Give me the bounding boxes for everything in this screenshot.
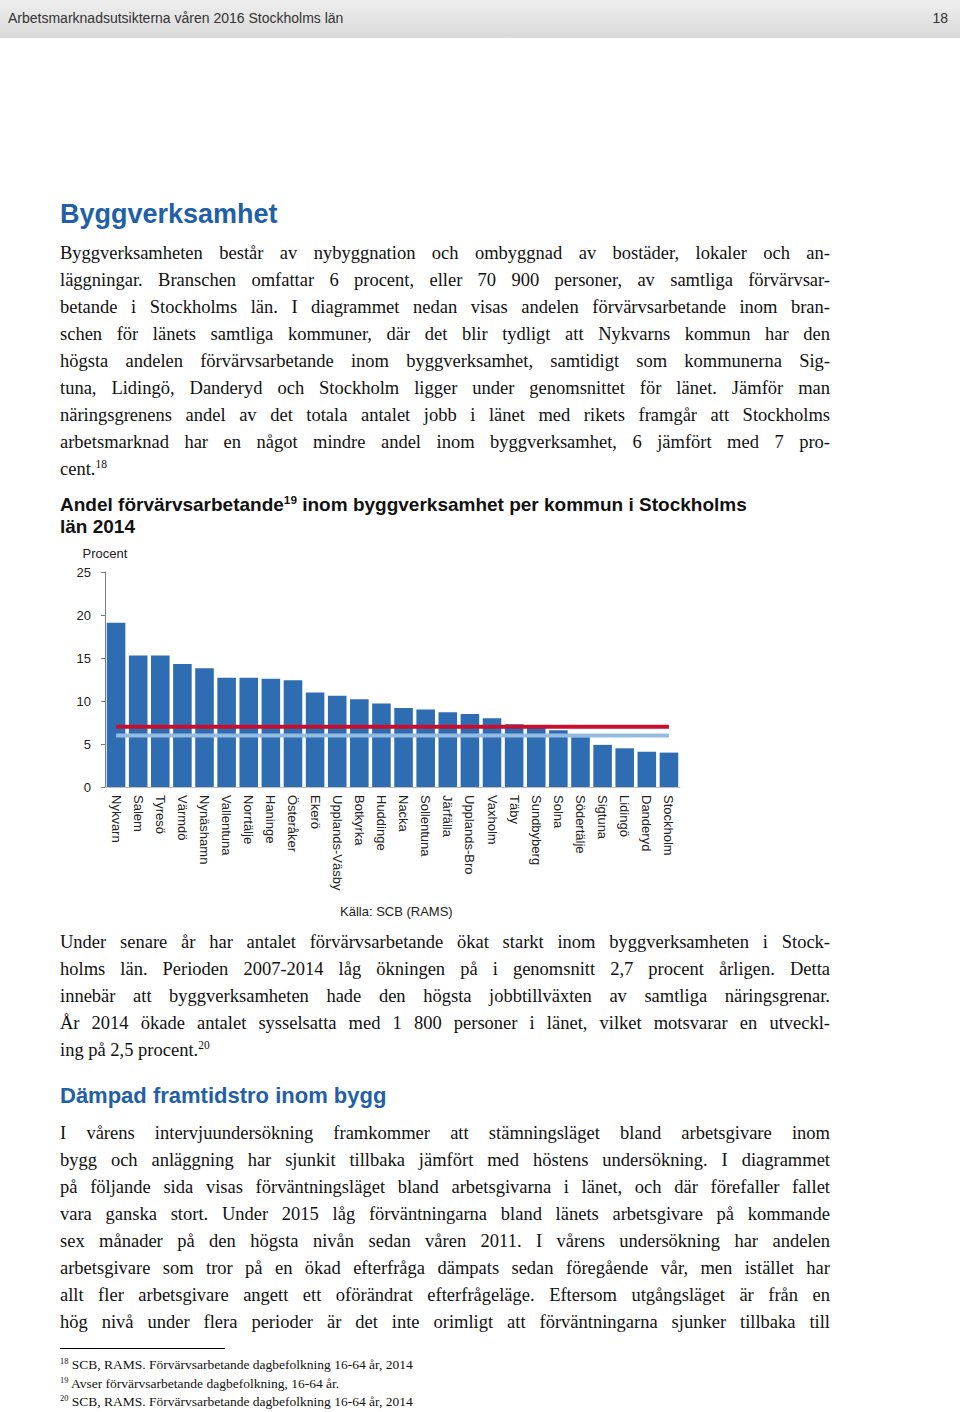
svg-text:Sollentuna: Sollentuna <box>418 795 433 857</box>
svg-text:0: 0 <box>84 780 91 795</box>
svg-text:Österåker: Österåker <box>285 795 300 853</box>
svg-text:Procent: Procent <box>83 546 128 561</box>
svg-text:Täby: Täby <box>507 795 522 824</box>
html-text:innebär att byggverksamheten h: innebär att byggverksamheten hade den hö… <box>60 986 830 1006</box>
svg-text:20: 20 <box>77 608 91 623</box>
html-text:Byggverksamhet: Byggverksamhet <box>60 199 278 229</box>
html-text:I vårens intervjuundersökning: I vårens intervjuundersökning framkommer… <box>60 1123 830 1143</box>
html-text:vara ganska stort. Under 2015: vara ganska stort. Under 2015 låg förvän… <box>60 1204 830 1224</box>
html-text:År 2014 ökade antalet sysselsa: År 2014 ökade antalet sysselsatta med 1 … <box>60 1013 830 1033</box>
svg-text:Norrtälje: Norrtälje <box>241 795 256 844</box>
svg-text:Nynäshamn: Nynäshamn <box>197 795 212 864</box>
svg-text:Upplands-Väsby: Upplands-Väsby <box>330 795 345 891</box>
html-text:allt fler arbetsgivare angett: allt fler arbetsgivare angett ett oförän… <box>60 1285 830 1305</box>
html-text:20SCB, RAMS. Förvärvsarbetande: 20SCB, RAMS. Förvärvsarbetande dagbefolk… <box>60 1393 413 1409</box>
svg-text:10: 10 <box>77 694 91 709</box>
svg-text:Vaxholm: Vaxholm <box>485 795 500 845</box>
svg-text:Vallentuna: Vallentuna <box>219 795 234 856</box>
html-text:hög nivå under flera perioder: hög nivå under flera perioder är det int… <box>60 1312 830 1332</box>
svg-text:Upplands-Bro: Upplands-Bro <box>462 795 477 875</box>
svg-text:Nacka: Nacka <box>396 795 411 833</box>
html-text:Källa: SCB (RAMS): Källa: SCB (RAMS) <box>340 904 453 919</box>
svg-text:15: 15 <box>77 651 91 666</box>
svg-text:25: 25 <box>77 565 91 580</box>
html-text:18: 18 <box>932 10 948 26</box>
svg-text:Sigtuna: Sigtuna <box>595 795 610 840</box>
svg-text:Stockholm: Stockholm <box>661 795 676 856</box>
svg-text:Södertälje: Södertälje <box>573 795 588 854</box>
html-text:Byggverksamheten består av nyb: Byggverksamheten består av nybyggnation … <box>60 243 830 263</box>
svg-text:Solna: Solna <box>551 795 566 829</box>
svg-text:Ekerö: Ekerö <box>308 795 323 829</box>
svg-text:Danderyd: Danderyd <box>639 795 654 851</box>
html-text:19Avser förvärvsarbetande dagb: 19Avser förvärvsarbetande dagbefolkning,… <box>60 1375 340 1391</box>
svg-text:Botkyrka: Botkyrka <box>352 795 367 846</box>
svg-text:Huddinge: Huddinge <box>374 795 389 851</box>
html-text:cent.18: cent.18 <box>60 457 107 479</box>
svg-text:5: 5 <box>84 737 91 752</box>
html-text:arbetsgivare som tror på en ök: arbetsgivare som tror på en ökad efterfr… <box>60 1258 830 1278</box>
html-text:Arbetsmarknadsutsikterna våren: Arbetsmarknadsutsikterna våren 2016 Stoc… <box>8 10 344 26</box>
html-text:läggningar. Branschen omfattar: läggningar. Branschen omfattar 6 procent… <box>60 270 830 290</box>
svg-text:Salem: Salem <box>131 795 146 832</box>
html-text:högsta andelen förvärvsarbetan: högsta andelen förvärvsarbetande inom by… <box>60 351 830 371</box>
html-text:holms län. Perioden 2007-2014: holms län. Perioden 2007-2014 låg ökning… <box>60 959 830 979</box>
html-text:bygg och anläggning har sjunki: bygg och anläggning har sjunkit tillbaka… <box>60 1150 830 1170</box>
svg-text:Lidingö: Lidingö <box>617 795 632 837</box>
html-text:betande i Stockholms län. I di: betande i Stockholms län. I diagrammet n… <box>60 297 830 317</box>
html-text:sex månader på den högsta nivå: sex månader på den högsta nivån sedan vå… <box>60 1231 830 1251</box>
svg-text:Sundbyberg: Sundbyberg <box>529 795 544 865</box>
html-text:Dämpad framtidstro inom bygg: Dämpad framtidstro inom bygg <box>60 1083 387 1108</box>
html-text:18SCB, RAMS. Förvärvsarbetande: 18SCB, RAMS. Förvärvsarbetande dagbefolk… <box>60 1356 413 1372</box>
html-text:Under senare år har antalet fö: Under senare år har antalet förvärvsarbe… <box>60 932 830 952</box>
html-text:tuna, Lidingö, Danderyd och St: tuna, Lidingö, Danderyd och Stockholm li… <box>60 378 830 398</box>
html-text:schen för länets samtliga komm: schen för länets samtliga kommuner, där … <box>60 324 830 344</box>
html-text:på följande sida visas förvänt: på följande sida visas förväntningsläget… <box>60 1177 830 1197</box>
html-text:ing på 2,5 procent.20: ing på 2,5 procent.20 <box>60 1038 210 1060</box>
svg-text:Nykvarn: Nykvarn <box>109 795 124 843</box>
html-text:arbetsmarknad har en något min: arbetsmarknad har en något mindre andel … <box>60 432 830 452</box>
html-text:näringsgrenens andel av det to: näringsgrenens andel av det totala antal… <box>60 405 830 425</box>
html-text:län 2014: län 2014 <box>60 516 135 537</box>
svg-text:Järfälla: Järfälla <box>440 795 455 838</box>
svg-text:Haninge: Haninge <box>263 795 278 843</box>
html-text:Andel förvärvsarbetande19inom: Andel förvärvsarbetande19inom byggverksa… <box>60 492 747 515</box>
svg-text:Värmdö: Värmdö <box>175 795 190 841</box>
svg-text:Tyresö: Tyresö <box>153 795 168 834</box>
